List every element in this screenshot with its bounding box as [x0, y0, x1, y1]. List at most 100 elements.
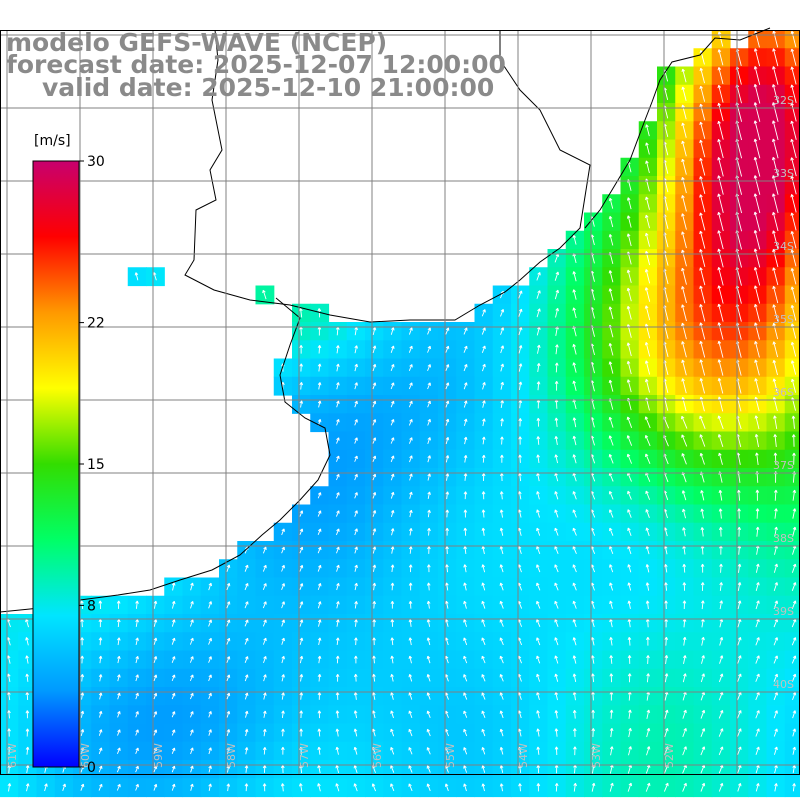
- wind-arrow: [299, 308, 303, 318]
- wind-arrow: [353, 673, 358, 682]
- wind-arrow: [244, 747, 249, 755]
- wind-arrow: [717, 285, 724, 304]
- colorbar-tick-label: 22: [87, 316, 105, 332]
- wind-arrow: [153, 656, 158, 664]
- wind-arrow: [790, 323, 797, 339]
- wind-arrow: [336, 437, 340, 444]
- wind-arrow: [772, 248, 779, 268]
- wind-arrow: [717, 211, 724, 232]
- wind-arrow: [572, 362, 577, 373]
- wind-arrow: [372, 382, 377, 390]
- wind-arrow: [208, 765, 212, 773]
- wind-arrow: [699, 396, 705, 412]
- wind-arrow: [536, 600, 541, 609]
- wind-arrow: [572, 655, 577, 664]
- wind-arrow: [354, 455, 358, 462]
- wind-arrow: [299, 637, 304, 645]
- wind-arrow: [554, 691, 559, 701]
- wind-arrow: [80, 600, 84, 610]
- wind-arrow: [772, 322, 779, 340]
- wind-arrow: [409, 509, 413, 518]
- wind-arrow: [609, 527, 614, 536]
- graticule: [0, 30, 800, 775]
- wind-arrow: [664, 655, 669, 664]
- wind-arrow: [190, 747, 194, 755]
- wind-arrow: [753, 48, 761, 67]
- wind-arrow: [790, 304, 797, 321]
- wind-arrow: [792, 764, 796, 774]
- wind-arrow: [718, 452, 723, 465]
- wind-arrow: [554, 582, 559, 591]
- wind-arrow: [791, 637, 797, 646]
- wind-arrow: [7, 728, 11, 737]
- wind-arrow: [226, 729, 231, 736]
- wind-arrow: [426, 582, 431, 591]
- wind-arrow: [481, 473, 486, 481]
- wind-arrow: [774, 526, 778, 537]
- wind-arrow: [753, 211, 761, 232]
- wind-arrow: [772, 66, 779, 85]
- wind-cell: [784, 48, 800, 68]
- wind-arrow: [608, 233, 614, 246]
- wind-arrow: [718, 782, 724, 792]
- wind-arrow: [717, 102, 724, 122]
- wind-arrow: [372, 345, 377, 354]
- wind-arrow: [317, 710, 322, 719]
- wind-arrow: [481, 327, 486, 335]
- wind-arrow: [226, 674, 231, 682]
- wind-arrow: [681, 122, 687, 138]
- wind-arrow: [408, 710, 413, 719]
- wind-arrow: [681, 176, 687, 194]
- wind-arrow: [771, 138, 779, 159]
- wind-arrow: [317, 400, 322, 408]
- wind-arrow: [699, 121, 706, 139]
- wind-arrow: [627, 509, 632, 518]
- wind-arrow: [336, 546, 340, 554]
- wind-arrow: [755, 655, 760, 664]
- wind-arrow: [372, 619, 376, 627]
- wind-cell: [784, 595, 800, 615]
- wind-arrow: [226, 601, 231, 609]
- wind-arrow: [700, 582, 705, 591]
- wind-arrow: [262, 601, 267, 609]
- wind-arrow: [135, 619, 139, 627]
- wind-arrow: [737, 508, 741, 519]
- wind-arrow: [699, 340, 706, 358]
- wind-arrow: [718, 489, 723, 501]
- wind-arrow: [609, 546, 614, 555]
- wind-arrow: [700, 782, 706, 792]
- wind-arrow: [482, 436, 486, 445]
- wind-arrow: [354, 582, 358, 591]
- wind-arrow: [518, 491, 522, 500]
- wind-arrow: [354, 419, 358, 426]
- wind-arrow: [463, 473, 468, 481]
- wind-arrow: [445, 473, 450, 481]
- wind-arrow: [717, 248, 724, 268]
- wind-arrow: [299, 528, 304, 536]
- wind-arrow: [591, 746, 596, 756]
- wind-arrow: [572, 343, 577, 355]
- wind-arrow: [189, 692, 194, 700]
- wind-arrow: [481, 747, 486, 755]
- wind-cell: [784, 139, 800, 159]
- wind-arrow: [335, 783, 340, 792]
- wind-arrow: [244, 674, 249, 682]
- wind-arrow: [700, 508, 704, 519]
- wind-arrow: [699, 285, 706, 304]
- wind-arrow: [717, 322, 724, 340]
- wind-arrow: [792, 783, 796, 792]
- wind-arrow: [171, 692, 176, 700]
- forecast-date: forecast date: 2025-12-07 12:00:00: [6, 50, 506, 79]
- wind-arrow: [244, 765, 249, 773]
- wind-arrow: [591, 709, 595, 719]
- wind-arrow: [627, 545, 632, 555]
- wind-arrow: [244, 619, 249, 627]
- wind-arrow: [371, 728, 376, 737]
- wind-arrow: [591, 782, 596, 792]
- wind-arrow: [208, 637, 212, 645]
- wind-arrow: [572, 564, 577, 573]
- wind-arrow: [773, 434, 778, 447]
- wind-arrow: [753, 285, 761, 304]
- wind-arrow: [644, 287, 651, 302]
- wind-arrow: [572, 709, 577, 719]
